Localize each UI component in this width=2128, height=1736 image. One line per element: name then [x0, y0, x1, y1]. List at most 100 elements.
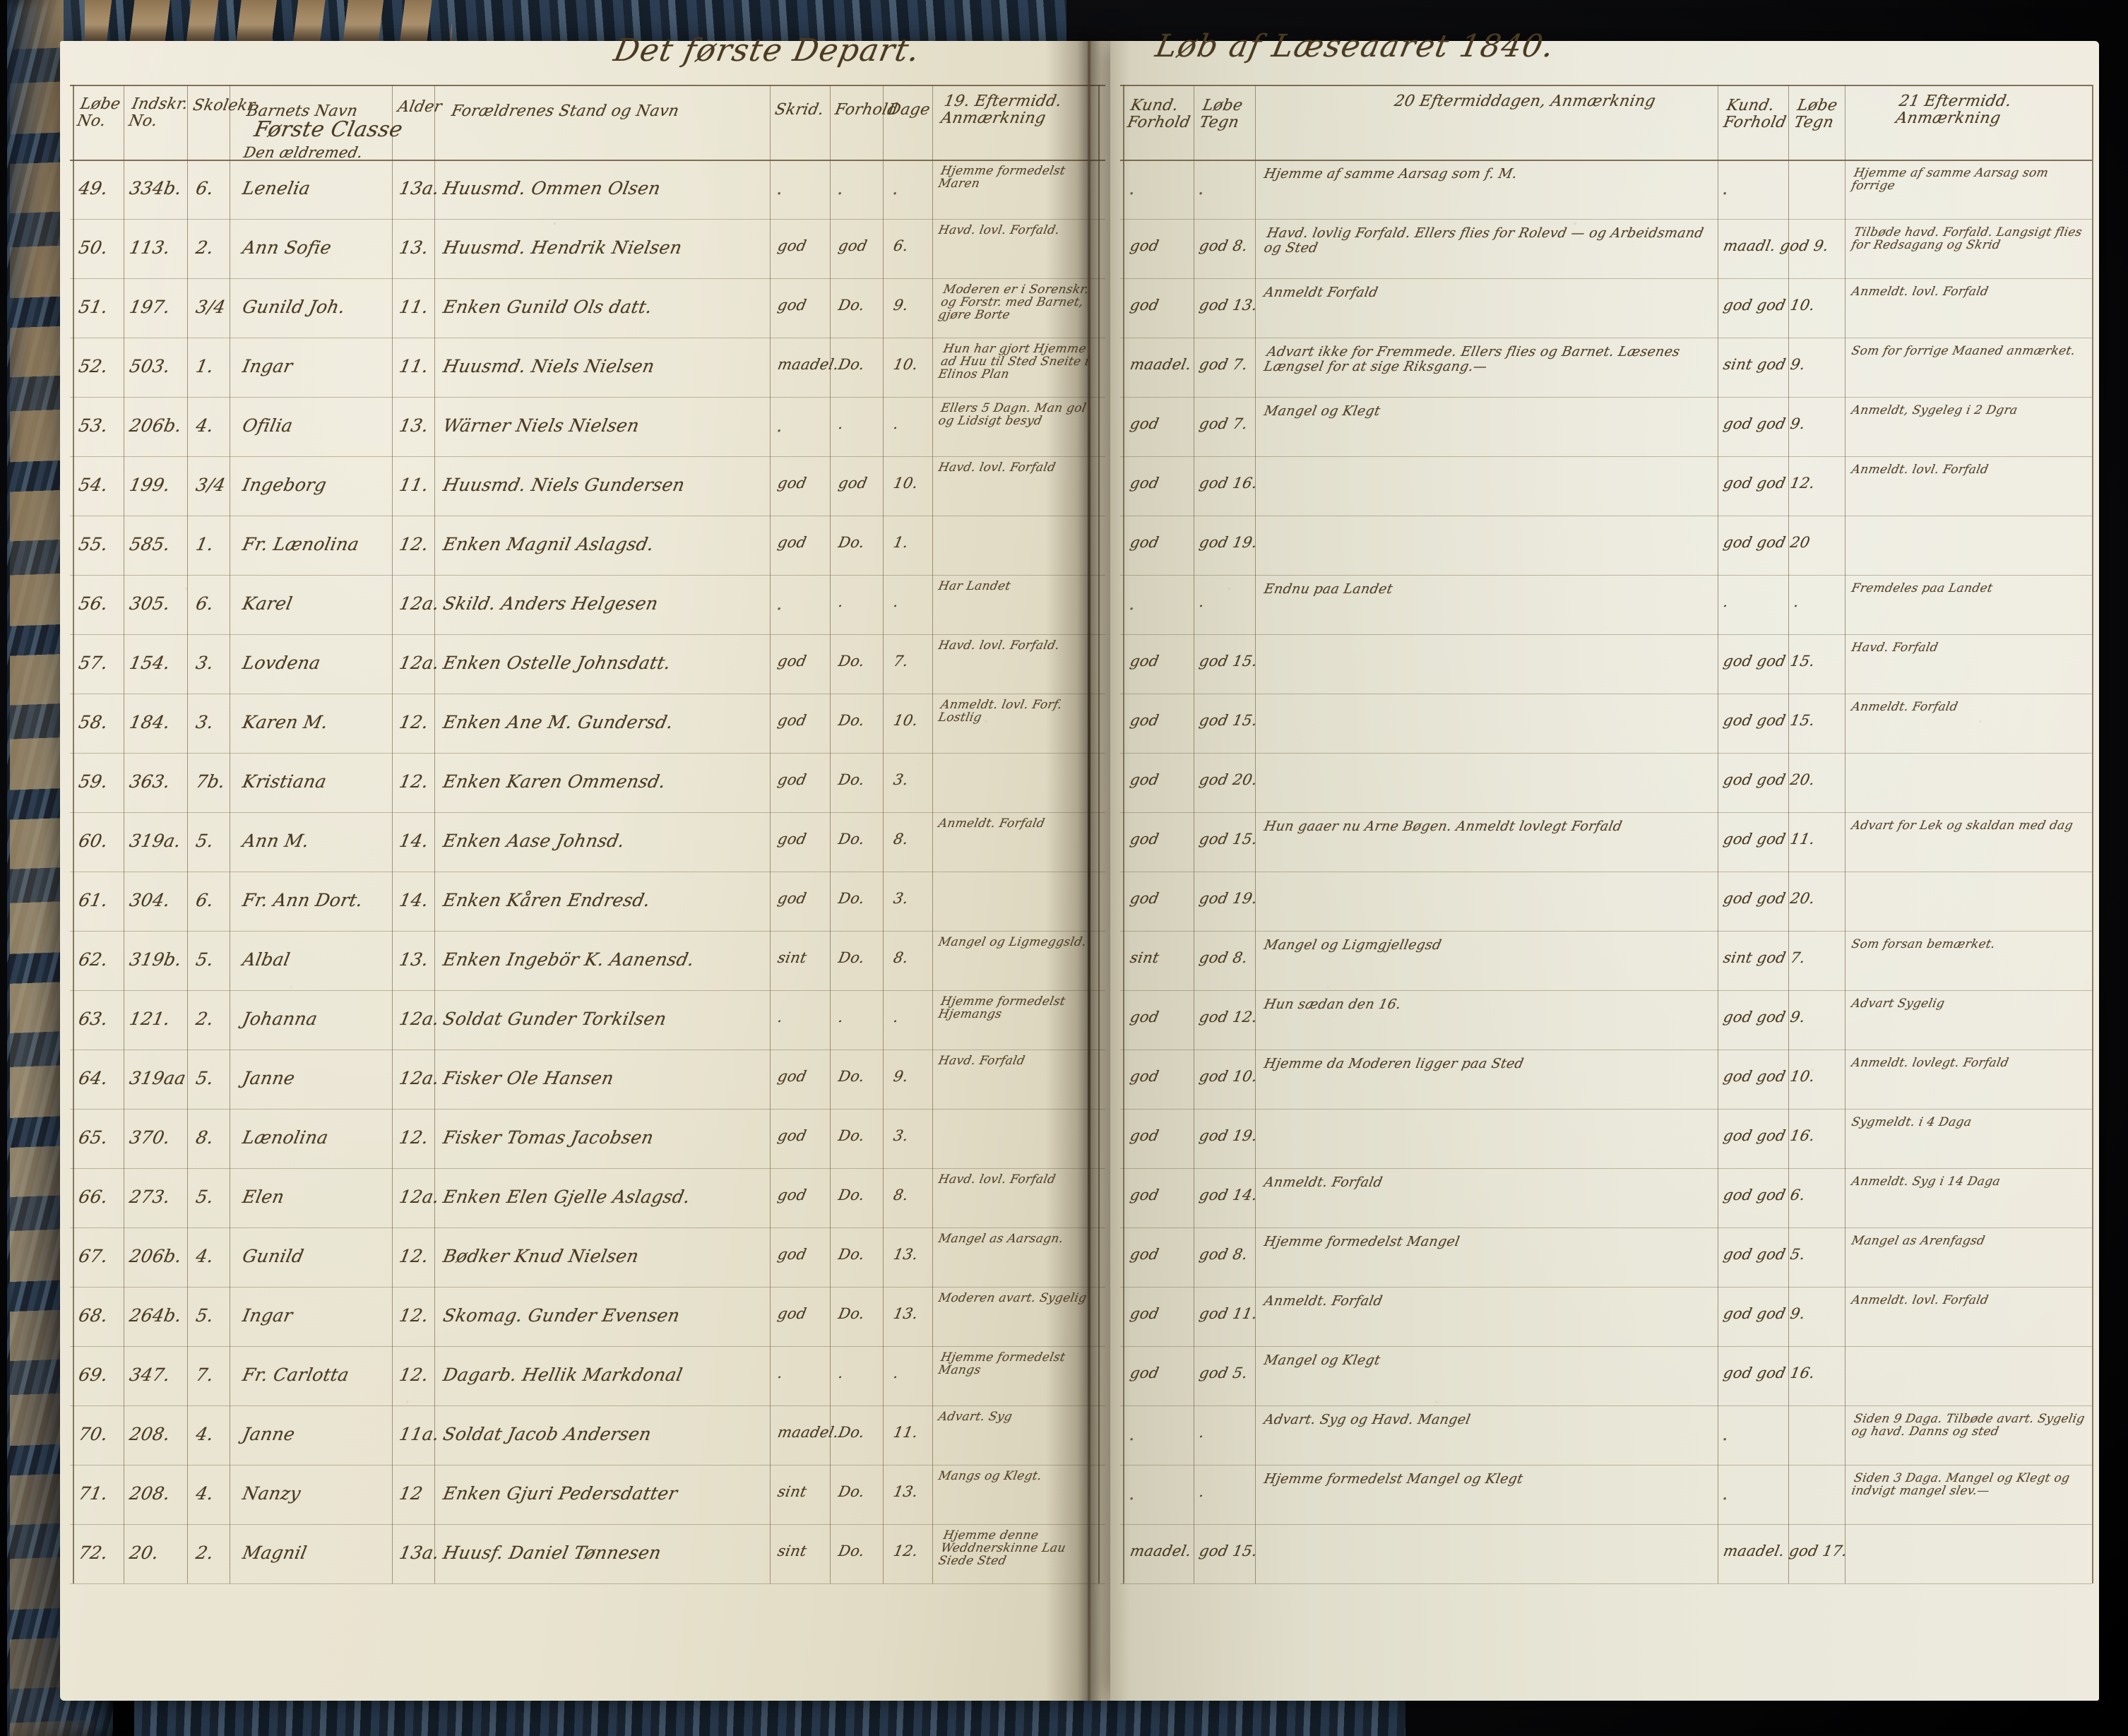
- row-forhold: Do.: [837, 1246, 867, 1263]
- row-forhold: god: [837, 237, 869, 254]
- row-barnets-navn: Ingar: [241, 1305, 295, 1326]
- row-note-21: Anmeldt, Sygeleg i 2 Dgra: [1850, 403, 2019, 417]
- row-dage: 11.: [892, 1424, 920, 1441]
- row-note-20: Havd. lovlig Forfald. Ellers flies for R…: [1262, 225, 1706, 256]
- row-note-20: Advart ikke for Fremmede. Ellers flies o…: [1262, 344, 1682, 374]
- row-barnets-navn: Elen: [241, 1187, 286, 1207]
- row-dage: 10.: [892, 356, 920, 373]
- row-foraeldre: Enken Magnil Aslagsd.: [441, 534, 656, 554]
- row-kund-forhold-20: .: [1129, 1424, 1135, 1445]
- row-forhold: Do.: [837, 1187, 867, 1203]
- row-kund-forhold-21: sint god 9.: [1722, 356, 1807, 373]
- row-alder: 12.: [398, 1127, 431, 1148]
- row-note-21: Anmeldt. Forfald: [1850, 700, 1959, 714]
- row-barnets-navn: Fr. Carlotta: [241, 1365, 351, 1385]
- row-barnets-navn: Janne: [241, 1424, 297, 1444]
- row-skrid: god: [776, 1305, 809, 1322]
- row-forhold: Do.: [837, 771, 867, 788]
- row-kund-forhold-20: god: [1129, 1305, 1161, 1322]
- row-forhold: Do.: [837, 297, 867, 314]
- row-kund-forhold-21: god god 12.: [1722, 475, 1817, 492]
- row-dage: 7.: [892, 653, 910, 670]
- row-kund-forhold-20: god: [1129, 1246, 1161, 1263]
- row-forhold: Do.: [837, 1483, 867, 1500]
- row-forhold: .: [837, 415, 845, 432]
- row-skolekreds: 4.: [194, 1424, 216, 1444]
- row-lobe-nr: 52.: [77, 356, 110, 376]
- row-note-21: Siden 9 Daga. Tilbøde avart. Sygelig og …: [1850, 1412, 2086, 1439]
- column-header-forhold: Forhold: [833, 101, 900, 119]
- row-indskr-nr: 208.: [128, 1483, 172, 1504]
- row-kund-forhold-20: god: [1129, 1009, 1161, 1025]
- row-kund-forhold-20: god: [1129, 1365, 1161, 1381]
- row-note-20: Anmeldt. Forfald: [1262, 1293, 1384, 1309]
- row-forhold: .: [837, 1365, 845, 1381]
- row-kund-forhold-21: maadel. god 17.: [1722, 1542, 1849, 1559]
- row-forhold: Do.: [837, 712, 867, 729]
- row-lobe-nr: 59.: [77, 771, 110, 792]
- row-note-21: Havd. Forfald: [1850, 641, 1939, 655]
- row-note-19: Hjemme formedelst Maren: [937, 164, 1067, 191]
- row-dage: 3.: [892, 771, 910, 788]
- row-skolekreds: 5.: [194, 1187, 216, 1207]
- row-kund-forhold-20: god: [1129, 771, 1161, 788]
- row-lobe-tegn-20: .: [1198, 1483, 1206, 1500]
- row-lobe-nr: 71.: [77, 1483, 110, 1504]
- row-note-21: Som forsan bemærket.: [1850, 937, 1997, 951]
- row-note-21: Siden 3 Daga. Mangel og Klegt og indvigt…: [1850, 1471, 2071, 1499]
- row-lobe-nr: 65.: [77, 1127, 110, 1148]
- column-header-foraeldre: Forældrenes Stand og Navn: [450, 102, 681, 120]
- row-note-19: Havd. lovl. Forfald: [937, 460, 1057, 475]
- row-dage: .: [892, 415, 900, 432]
- row-skrid: god: [776, 712, 809, 729]
- row-indskr-nr: 304.: [128, 890, 172, 910]
- row-kund-forhold-20: .: [1129, 593, 1135, 614]
- row-forhold: Do.: [837, 1127, 867, 1144]
- row-dage: 8.: [892, 831, 910, 848]
- row-indskr-nr: 347.: [128, 1365, 172, 1385]
- row-indskr-nr: 585.: [128, 534, 172, 554]
- row-kund-forhold-21: god god 15.: [1722, 653, 1817, 670]
- row-indskr-nr: 208.: [128, 1424, 172, 1444]
- row-barnets-navn: Gunild Joh.: [241, 297, 347, 317]
- row-foraeldre: Soldat Gunder Torkilsen: [441, 1009, 669, 1029]
- column-header-dage: Dage: [886, 101, 932, 119]
- row-skrid: .: [776, 1365, 785, 1381]
- row-skolekreds: 3/4: [194, 297, 227, 317]
- row-forhold: .: [837, 593, 845, 610]
- row-alder: 12.: [398, 1305, 431, 1326]
- row-forhold: Do.: [837, 949, 867, 966]
- row-dage: .: [892, 1365, 900, 1381]
- row-indskr-nr: 184.: [128, 712, 172, 732]
- row-indskr-nr: 121.: [128, 1009, 172, 1029]
- row-kund-forhold-21: .: [1722, 178, 1728, 199]
- row-skrid: .: [776, 415, 783, 436]
- row-note-20: Mangel og Ligmgjellegsd: [1262, 937, 1443, 953]
- row-skrid: god: [776, 1068, 809, 1085]
- row-indskr-nr: 264b.: [128, 1305, 184, 1326]
- row-skolekreds: 7b.: [194, 771, 227, 792]
- row-note-20: Anmeldt Forfald: [1262, 285, 1380, 300]
- row-note-19: Advart. Syg: [937, 1410, 1014, 1424]
- row-note-19: Ellers 5 Dagn. Man gol og Lidsigt besyd: [937, 401, 1088, 428]
- left-page: Det første Depart. Løbe No. Indskr. No. Sk…: [60, 32, 1112, 1701]
- row-dage: 6.: [892, 237, 910, 254]
- row-barnets-navn: Karel: [241, 593, 295, 614]
- row-foraeldre: Wärner Niels Nielsen: [441, 415, 641, 436]
- row-foraeldre: Fisker Ole Hansen: [441, 1068, 616, 1088]
- row-kund-forhold-20: god: [1129, 297, 1161, 314]
- row-note-20: Hjemme da Moderen ligger paa Sted: [1262, 1056, 1526, 1071]
- row-kund-forhold-21: god god 10.: [1722, 297, 1817, 314]
- row-note-21: Som for forrige Maaned anmærket.: [1850, 344, 2077, 358]
- row-note-19: Mangel og Ligmeggsld.: [937, 935, 1088, 949]
- row-lobe-tegn-20: .: [1198, 178, 1204, 199]
- row-note-19: Mangs og Klegt.: [937, 1469, 1043, 1483]
- row-lobe-tegn-20: god 8.: [1198, 949, 1249, 966]
- row-alder: 12a.: [398, 653, 441, 673]
- class-subheading: Den ældremed.: [242, 144, 364, 161]
- row-barnets-navn: Kristiana: [241, 771, 328, 792]
- row-indskr-nr: 319b.: [128, 949, 184, 970]
- row-dage: .: [892, 178, 898, 199]
- row-kund-forhold-20: god: [1129, 831, 1161, 848]
- row-note-19: Havd. lovl. Forfald.: [937, 638, 1062, 653]
